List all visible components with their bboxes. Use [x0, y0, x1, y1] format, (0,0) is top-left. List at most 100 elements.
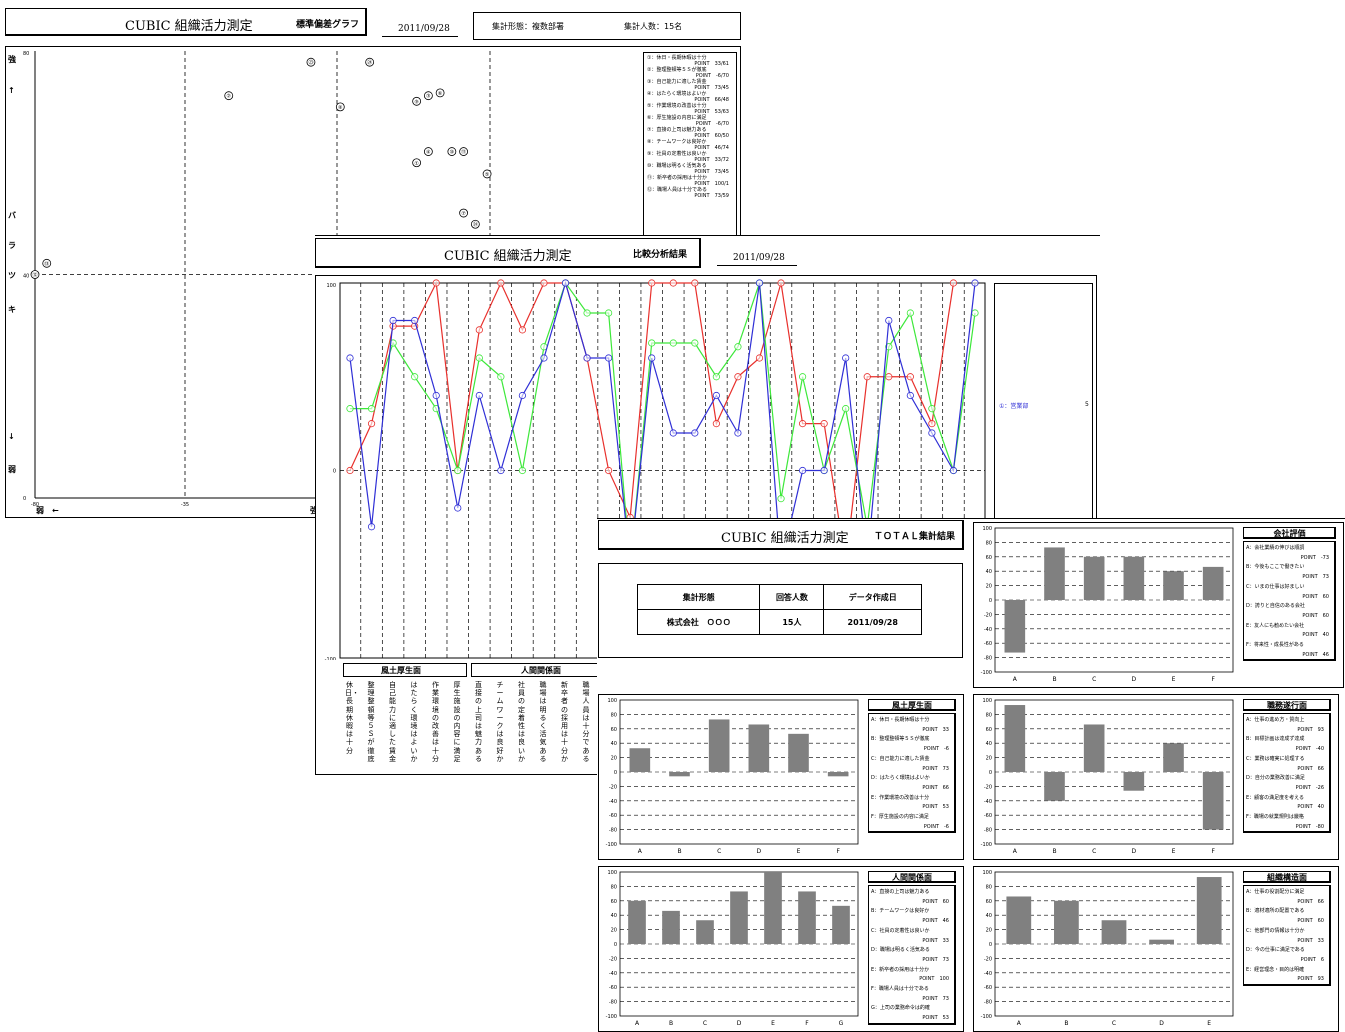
sheet2-series-marker-green — [906, 309, 914, 317]
sheet-total: CUBIC 組織活力測定 ＴＯＴＡＬ集計結果 集計形態 回答人数 データ作成日 … — [597, 518, 1345, 1032]
panel-y-tick: 80 — [611, 884, 617, 890]
panel-legend-point: POINT -40 — [1295, 746, 1324, 753]
panel-legend-point: POINT 33 — [922, 726, 949, 733]
sheet1-point-label: ③ — [426, 94, 430, 100]
sheet2-item-label: 職場人員は十分である — [582, 681, 590, 763]
panel-legend-text: F：将来性・成長性がある — [1246, 642, 1304, 649]
sheet2-series-marker-blue — [389, 316, 397, 325]
sheet1-legend-item: ⑪：新卒者の採用は十分か POINT 100/1 — [647, 175, 733, 187]
panel-legend-item: E：経営理念・目的は明確 POINT 93 — [1246, 966, 1327, 984]
panel-bar — [669, 772, 690, 777]
sheet2-item-label: はたらく環境はよいか — [410, 681, 418, 763]
panel-bar — [662, 910, 680, 944]
summary-value-type: 株式会社 ＯＯＯ — [636, 609, 761, 635]
panel-bar — [1044, 772, 1065, 801]
sheet1-point — [306, 57, 316, 67]
panel-legend-item: A：直接の上司は魅力ある POINT 60 — [871, 888, 952, 907]
panel-y-tick: 80 — [986, 540, 992, 546]
sheet1-point — [482, 169, 492, 179]
panel-x-tick: A — [1013, 848, 1018, 855]
panel-bar — [1004, 705, 1026, 772]
sheet1-legend-item: ⑫：職場人員は十分である POINT 73/59 — [647, 187, 733, 199]
panel-legend-item: D：今の仕事に満足である POINT 6 — [1246, 946, 1327, 965]
panel-company-title: 会社評価 — [1273, 529, 1306, 538]
sheet2-series-marker-blue — [497, 466, 505, 475]
panel-legend-item: D：誇りと自信のある会社 POINT 60 — [1246, 602, 1332, 621]
panel-bar — [1101, 920, 1127, 944]
panel-y-tick: 40 — [986, 913, 992, 919]
sheet3-summary-table: 集計形態 回答人数 データ作成日 株式会社 ＯＯＯ 15人 2011/09/28 — [636, 584, 922, 635]
sheet2-item-label: 社員の定着性は良いか — [518, 681, 525, 763]
panel-bar — [1123, 772, 1145, 791]
sheet1-point — [224, 91, 234, 101]
sheet1-legend-text: ⑩：職場は明るく活気ある — [647, 163, 707, 169]
panel-y-tick: 20 — [986, 584, 992, 590]
panel-legend-item: B：今後もここで働きたい POINT 73 — [1246, 563, 1332, 582]
panel-company-chart: 100 80 60 40 20 0 -20 -40 -60 -80 -100 A B C D E F — [981, 526, 1234, 683]
panel-y-tick: 100 — [982, 526, 992, 532]
sheet2-item-label: 新卒者の採用は十分か — [561, 681, 568, 763]
sheet2-item-label: 直接の上司は魅力ある — [475, 681, 482, 763]
panel-legend-point: POINT 6 — [1300, 956, 1324, 963]
panel-bar — [1054, 900, 1079, 944]
sheet2-series-marker-blue — [906, 391, 914, 400]
panel-legend-item: F：職場の就業規則は厳格 POINT -80 — [1246, 813, 1327, 831]
sheet1-y-tick: 0 — [23, 496, 26, 502]
panel-y-tick: -100 — [606, 842, 617, 848]
sheet2-series-marker-red — [497, 279, 505, 287]
panel-x-tick: F — [1211, 848, 1215, 855]
sheet1-point-label: ⑦ — [461, 211, 466, 217]
sheet2-series-marker-red — [432, 279, 440, 287]
panel-legend-item: E：友人にも勧めたい会社 POINT 40 — [1246, 622, 1332, 641]
sheet1-y-label: ↓ — [8, 432, 15, 441]
sheet1-legend-point: POINT -6/70 — [695, 121, 729, 127]
sheet1-point — [459, 147, 469, 156]
sheet1-point — [412, 96, 422, 106]
panel-legend-item: C：社員の定着性は良いか POINT 33 — [871, 927, 952, 946]
sheet1-y-label: 弱 — [8, 465, 16, 474]
sheet2-series-marker-blue — [475, 391, 483, 400]
panel-y-tick: -60 — [984, 985, 992, 991]
sheet1-legend-text: ④：はたらく環境はよいか — [647, 91, 707, 97]
panel-legend-text: E：作業環境の改善は十分 — [871, 794, 930, 801]
sheet1-legend-point: POINT 66/48 — [694, 97, 729, 103]
sheet1-y-label: バ — [8, 211, 16, 220]
sheet2-item-labels: 休日・長期休暇は十分 整理整頓等５Ｓが徹底 自己能力に適した賃金 はたらく環境はよいか… — [345, 681, 605, 773]
sheet2-series-marker-red — [798, 420, 807, 428]
panel-legend-text: A：仕事の役割配分に満足 — [1246, 889, 1305, 895]
sheet2-series-marker-blue — [583, 354, 591, 362]
panel-human-chart: 100 80 60 40 20 0 -20 -40 -60 -80 -100 A B C D E F G — [606, 870, 859, 1027]
panel-x-tick: B — [1052, 676, 1056, 683]
sheet1-agg-type: 集計形態：複数部署 — [492, 22, 564, 31]
panel-y-tick: -100 — [981, 842, 992, 848]
sheet1-legend-text: ①：休日・長期休暇は十分 — [647, 55, 707, 61]
sheet1-legend-point: POINT 46/74 — [694, 145, 729, 151]
panel-legend-point: POINT 93 — [1297, 726, 1324, 733]
panel-legend-text: B：チームワークは良好か — [871, 908, 930, 915]
sheet1-point-label: ㉔ — [367, 59, 372, 66]
panel-bar — [788, 733, 809, 772]
panel-human-title: 人間関係面 — [892, 873, 932, 882]
sheet2-series-marker-green — [346, 405, 354, 413]
panel-structure-title: 組織構造面 — [1267, 873, 1307, 882]
panel-legend-item: C：他部門の情報は十分か POINT 33 — [1246, 927, 1327, 946]
sheet2-series-marker-blue — [885, 316, 893, 325]
sheet2-series-marker-red — [518, 326, 527, 334]
panel-legend-text: A：会社業績の伸びは順調 — [1246, 545, 1305, 551]
panel-legend-item: D：職場は明るく活気ある POINT 73 — [871, 946, 952, 965]
panel-legend-item: F：職場人員は十分である POINT 73 — [871, 985, 952, 1004]
panel-bar — [696, 920, 714, 944]
sheet1-legend-point: POINT 73/45 — [694, 169, 729, 175]
panel-structure-title-box — [1243, 871, 1331, 883]
sheet2-series-marker-red — [346, 466, 354, 475]
panel-bar — [748, 724, 770, 772]
panel-legend-point: POINT 60 — [1302, 612, 1329, 619]
panel-y-tick: 100 — [607, 698, 617, 704]
sheet2-series-marker-blue — [561, 279, 570, 287]
sheet1-legend-point: POINT 73/59 — [694, 193, 729, 199]
sheet2-series-marker-blue — [669, 429, 677, 437]
sheet1-legend-point: POINT 100/1 — [694, 181, 729, 187]
panel-legend-point: POINT 60 — [1302, 593, 1329, 600]
panel-bar — [628, 900, 646, 944]
panel-y-tick: -20 — [984, 956, 992, 962]
